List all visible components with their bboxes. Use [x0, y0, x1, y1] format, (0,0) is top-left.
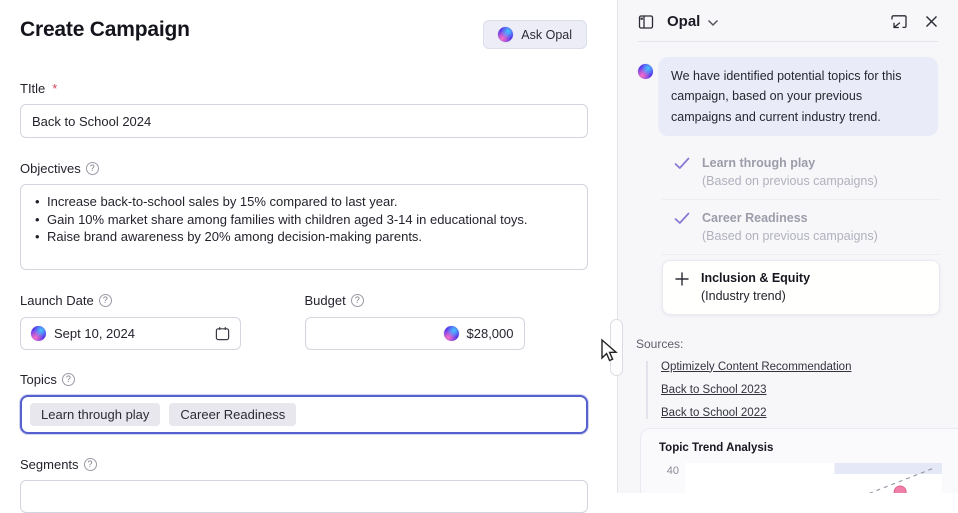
objective-item: Increase back-to-school sales by 15% com… [31, 193, 577, 211]
title-label-text: TItle [20, 81, 46, 96]
opal-panel-header: Opal [638, 0, 938, 42]
trend-card-title: Topic Trend Analysis [659, 442, 774, 454]
opal-panel-title: Opal [667, 13, 701, 30]
opal-orb-icon [498, 27, 514, 42]
opal-orb-icon [638, 64, 653, 79]
segments-input[interactable] [20, 480, 588, 513]
opal-orb-icon [443, 326, 459, 341]
trend-chart-plot[interactable] [685, 463, 942, 493]
launch-date-input[interactable]: Sept 10, 2024 [20, 317, 241, 350]
panel-resize-handle[interactable] [610, 319, 623, 376]
chevron-down-icon[interactable] [707, 19, 719, 27]
suggestion-card-addable[interactable]: Inclusion & Equity (Industry trend) [662, 260, 940, 315]
objective-item: Raise brand awareness by 20% among decis… [31, 228, 577, 246]
suggestion-title: Career Readiness [702, 211, 808, 225]
topic-trend-analysis-card: Topic Trend Analysis 40 [640, 428, 958, 493]
topics-label-text: Topics [20, 372, 57, 387]
topics-input-focused[interactable]: Learn through play Career Readiness [20, 395, 588, 434]
objectives-label-text: Objectives [20, 161, 81, 176]
budget-label-text: Budget [304, 293, 346, 308]
chart-highlight-band [834, 463, 942, 474]
ask-opal-label: Ask Opal [521, 27, 572, 42]
date-budget-row: Launch Date ? Sept 10, 2024 Budget ? [20, 293, 587, 350]
help-icon: ? [61, 373, 75, 386]
ask-opal-button[interactable]: Ask Opal [483, 20, 587, 49]
objectives-list: Increase back-to-school sales by 15% com… [31, 193, 577, 246]
calendar-icon[interactable] [215, 326, 230, 341]
suggestion-text: Career Readiness (Based on previous camp… [702, 209, 878, 245]
collapse-panel-icon[interactable] [638, 14, 654, 30]
trend-data-point [893, 485, 907, 493]
suggestion-subtitle: (Based on previous campaigns) [702, 173, 878, 188]
trend-chart-area: 40 [659, 463, 958, 493]
budget-input[interactable]: $28,000 [304, 317, 525, 350]
segments-label-text: Segments [20, 457, 79, 472]
title-label: TItle * [20, 81, 587, 96]
opal-orb-icon [31, 326, 46, 341]
topic-chip[interactable]: Career Readiness [169, 403, 297, 426]
objectives-label: Objectives ? [20, 161, 587, 176]
source-link[interactable]: Back to School 2023 [661, 383, 767, 396]
assistant-message-row: We have identified potential topics for … [638, 57, 938, 136]
segments-label: Segments ? [20, 457, 587, 472]
form-header: Create Campaign Ask Opal [20, 18, 587, 49]
launch-date-label-text: Launch Date [20, 293, 94, 308]
source-link[interactable]: Back to School 2022 [661, 406, 767, 419]
suggestion-row-added: Learn through play (Based on previous ca… [662, 145, 940, 200]
popout-window-icon[interactable] [890, 14, 908, 30]
sources-section: Sources: Optimizely Content Recommendati… [636, 337, 938, 419]
suggestion-title: Inclusion & Equity [701, 271, 811, 286]
budget-column: Budget ? $28,000 [304, 293, 588, 350]
check-icon [674, 212, 690, 224]
help-icon: ? [98, 294, 112, 307]
trend-chart-svg [834, 463, 942, 493]
check-icon [674, 157, 690, 169]
sources-label: Sources: [636, 336, 684, 351]
required-asterisk: * [52, 81, 58, 96]
topic-suggestions-list: Learn through play (Based on previous ca… [662, 145, 940, 315]
suggestion-subtitle: (Based on previous campaigns) [702, 229, 878, 244]
close-icon[interactable] [925, 15, 938, 28]
suggestion-subtitle: (Industry trend) [701, 289, 786, 304]
topics-label: Topics ? [20, 372, 587, 387]
sources-list: Optimizely Content Recommendation Back t… [646, 360, 938, 419]
help-icon: ? [85, 162, 99, 175]
page-title: Create Campaign [20, 18, 190, 41]
assistant-message-bubble: We have identified potential topics for … [658, 57, 938, 136]
trend-dashed-line [868, 467, 935, 493]
y-axis-tick-label: 40 [666, 465, 679, 477]
launch-date-value: Sept 10, 2024 [54, 326, 135, 341]
topic-chip[interactable]: Learn through play [30, 403, 161, 426]
suggestion-title: Learn through play [702, 155, 816, 170]
launch-date-label: Launch Date ? [20, 293, 305, 308]
objectives-textarea[interactable]: Increase back-to-school sales by 15% com… [20, 184, 588, 270]
help-icon: ? [83, 458, 97, 471]
launch-date-column: Launch Date ? Sept 10, 2024 [20, 293, 305, 350]
suggestion-row-added: Career Readiness (Based on previous camp… [662, 200, 940, 256]
app-window: Create Campaign Ask Opal TItle * Objectiv… [0, 0, 958, 493]
plus-icon[interactable] [675, 272, 689, 286]
objective-item: Gain 10% market share among families wit… [31, 211, 577, 229]
budget-label: Budget ? [305, 293, 588, 308]
opal-assistant-panel: Opal We have identified potential topics… [618, 0, 958, 493]
help-icon: ? [350, 294, 364, 307]
suggestion-text: Inclusion & Equity (Industry trend) [701, 269, 810, 305]
title-input[interactable] [20, 104, 588, 138]
suggestion-text: Learn through play (Based on previous ca… [702, 154, 878, 190]
create-campaign-form-panel: Create Campaign Ask Opal TItle * Objectiv… [0, 0, 618, 493]
source-link[interactable]: Optimizely Content Recommendation [661, 360, 852, 373]
budget-value: $28,000 [466, 326, 514, 341]
